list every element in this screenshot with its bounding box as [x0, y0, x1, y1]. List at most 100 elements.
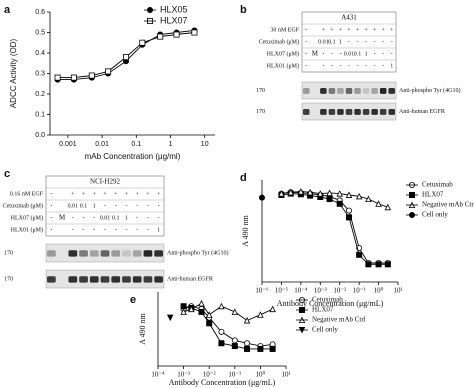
lane-value: 0.1 — [112, 215, 120, 221]
lane-value: - — [125, 227, 127, 233]
lane-value: - — [83, 227, 85, 233]
x-tick-label: 10⁰ — [255, 371, 265, 379]
lane-value: + — [390, 27, 394, 33]
x-tick-label: 0.01 — [95, 141, 109, 148]
lane-value: - — [365, 39, 367, 45]
lane-value: + — [93, 191, 97, 197]
blot-band — [154, 250, 163, 257]
x-axis-label: mAb Concentration (μg/ml) — [85, 152, 181, 161]
blot-band — [111, 250, 121, 257]
lane-value: + — [135, 191, 139, 197]
lane-value: - — [382, 63, 384, 69]
lane-value: - — [93, 227, 95, 233]
data-point — [173, 31, 180, 38]
data-point — [257, 311, 264, 318]
blot-band — [328, 108, 336, 115]
lane-value: 1 — [93, 203, 96, 209]
y-axis-label: A 490 nm — [241, 214, 250, 246]
data-point — [180, 303, 187, 310]
x-tick-label: 0.001 — [59, 141, 77, 148]
lane-value: - — [305, 63, 307, 69]
data-point — [278, 190, 285, 197]
lane-value: - — [104, 227, 106, 233]
data-point — [105, 68, 112, 75]
y-tick-label: 0.6 — [35, 9, 45, 16]
blot-band — [132, 276, 142, 283]
data-point — [206, 320, 213, 327]
legend-label: Cetuximab — [422, 181, 453, 189]
lane-value: - — [339, 63, 341, 69]
legend-label: HLX07 — [422, 191, 444, 199]
x-tick-label: 10⁻² — [203, 371, 216, 379]
lane-value: - — [374, 51, 376, 57]
lane-value: 0.01 — [344, 51, 355, 57]
blot-band — [337, 108, 344, 115]
row-label: Cetuximab (μM) — [259, 38, 299, 45]
lane-value: - — [365, 63, 367, 69]
lane-value: - — [50, 215, 52, 221]
data-point — [244, 345, 251, 352]
lane-value: - — [50, 191, 52, 197]
data-point — [365, 261, 372, 268]
blot-label: Anti-phospho Tyr (4G10) — [399, 87, 460, 94]
series-line — [281, 191, 388, 264]
blot-band — [345, 87, 353, 94]
mw-label: 170 — [4, 276, 13, 282]
panel-label: a — [4, 4, 11, 16]
data-point — [356, 251, 363, 258]
data-point — [243, 316, 251, 324]
x-tick-label: 1 — [169, 141, 173, 148]
data-point — [166, 314, 174, 322]
data-point — [269, 345, 276, 352]
lane-value: - — [305, 27, 307, 33]
x-tick-label: 10⁻³ — [177, 371, 190, 379]
lane-value: - — [305, 39, 307, 45]
blot-band — [362, 108, 370, 115]
data-point — [257, 345, 264, 352]
marker-lane: M — [312, 50, 319, 58]
lane-value: + — [157, 191, 161, 197]
row-label: Cetuximab (μM) — [3, 202, 43, 209]
row-label: HLX01 (μM) — [11, 226, 43, 233]
lane-value: + — [146, 191, 150, 197]
y-tick-label: 0.2 — [35, 91, 45, 98]
legend-label: Cell only — [422, 211, 448, 219]
lane-value: - — [125, 203, 127, 209]
data-point — [218, 302, 225, 310]
x-tick-label: 10⁻³ — [314, 287, 327, 295]
legend-label: Negative mAb Ctrl — [422, 201, 474, 209]
lane-value: - — [382, 39, 384, 45]
y-tick-label: 0.5 — [35, 29, 45, 36]
legend-label: Cell only — [312, 326, 338, 334]
data-point — [244, 340, 251, 347]
blot-band — [379, 87, 387, 94]
row-label: 30 nM EGF — [270, 27, 299, 33]
blot-band — [354, 87, 361, 94]
x-tick-label: 10⁻¹ — [353, 287, 366, 295]
panel-label: c — [4, 168, 10, 180]
blot-band — [100, 250, 110, 257]
panel-label: d — [240, 172, 247, 184]
y-axis-label: ADCC Activity (OD) — [9, 39, 18, 109]
lane-value: 0.01 — [68, 203, 79, 209]
blot-band — [47, 250, 56, 257]
data-point — [258, 194, 265, 201]
legend-label: HLX05 — [160, 4, 188, 14]
lane-value: + — [71, 191, 75, 197]
legend-label: Negative mAb Ctrl — [312, 316, 366, 324]
series-line — [183, 302, 273, 322]
lane-value: - — [136, 227, 138, 233]
blot-band — [371, 87, 378, 94]
lane-value: - — [158, 215, 160, 221]
blot-band — [122, 276, 131, 283]
lane-value: - — [72, 227, 74, 233]
blot-band — [100, 276, 110, 283]
marker-lane: M — [59, 214, 66, 222]
lane-value: + — [114, 191, 118, 197]
lane-value: + — [330, 27, 334, 33]
data-point — [306, 188, 314, 196]
data-point — [191, 29, 198, 36]
blot-band — [143, 276, 153, 283]
